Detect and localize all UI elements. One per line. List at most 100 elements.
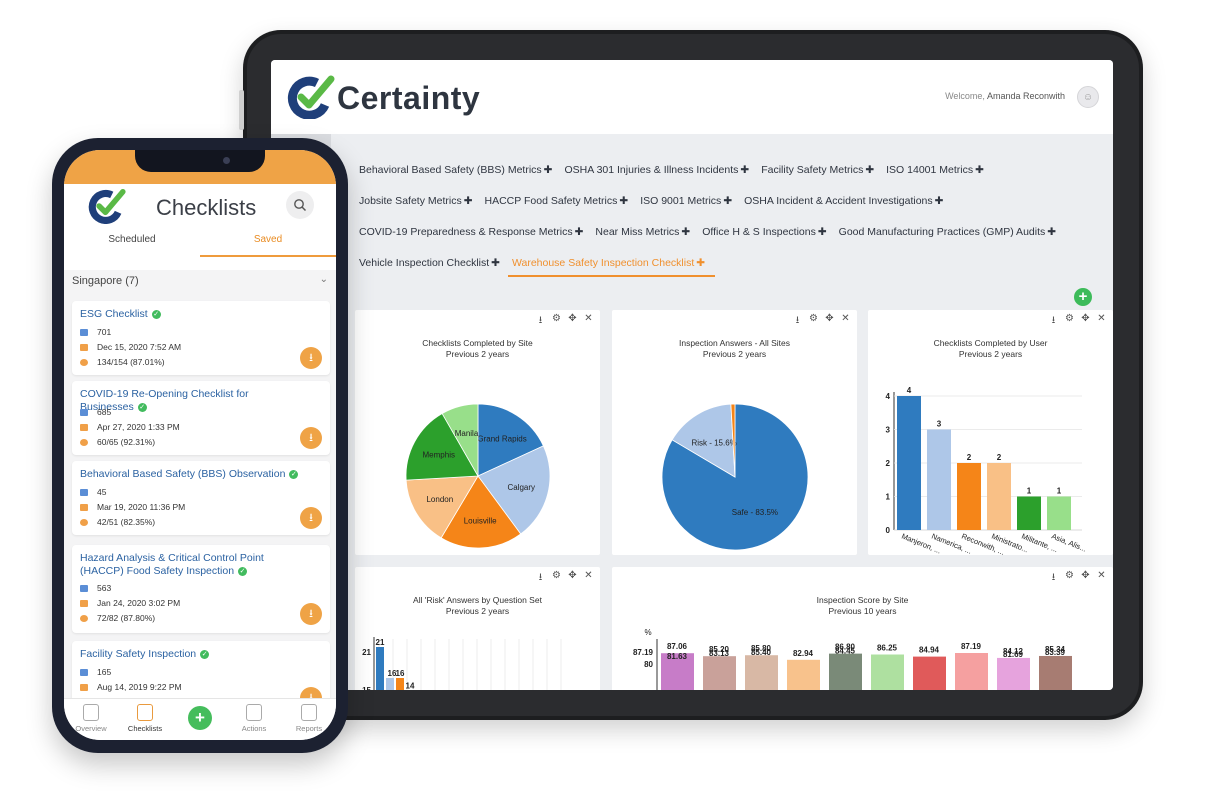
download-icon[interactable]: ⭳: [1051, 315, 1056, 326]
dashboard-tab[interactable]: OSHA Incident & Accident Investigations ✚: [744, 195, 943, 207]
y-tick-label: 3: [886, 426, 891, 435]
phone-device: Checklists Scheduled Saved Singapore (7)…: [52, 138, 348, 753]
bar: [376, 647, 384, 690]
card-score: 72/82 (87.80%): [97, 613, 156, 623]
close-icon[interactable]: ✕: [841, 313, 850, 324]
close-icon[interactable]: ✕: [1097, 313, 1106, 324]
gear-icon[interactable]: ⚙: [809, 313, 818, 324]
move-icon: ✚: [723, 194, 733, 207]
card-date: Apr 27, 2020 1:33 PM: [97, 422, 180, 432]
dashboard-tab[interactable]: Facility Safety Metrics ✚: [761, 164, 874, 176]
widget-toolbar: ⭳ ⚙ ✥ ✕: [792, 313, 851, 330]
brand-name: Certainty: [337, 80, 481, 116]
move-icon[interactable]: ✥: [1081, 570, 1090, 581]
group-header[interactable]: Singapore (7) ⌄: [64, 272, 336, 292]
card-date: Mar 19, 2020 11:36 PM: [97, 502, 186, 512]
gear-icon[interactable]: ⚙: [1065, 313, 1074, 324]
checklist-card[interactable]: COVID-19 Re-Opening Checklist for Busine…: [72, 381, 330, 455]
card-title-text: ESG Checklist: [80, 308, 148, 320]
check-icon: ✓: [289, 470, 299, 479]
widget-subtitle: Previous 2 years: [702, 349, 767, 359]
card-title[interactable]: Hazard Analysis & Critical Control Point…: [80, 552, 300, 577]
move-icon[interactable]: ✥: [568, 570, 577, 581]
dashboard-tab[interactable]: ISO 14001 Metrics ✚: [886, 164, 984, 176]
widget-title: Inspection Answers - All Sites: [678, 338, 791, 348]
welcome-prefix: Welcome,: [945, 91, 985, 101]
checklist-card[interactable]: Behavioral Based Safety (BBS) Observatio…: [72, 461, 330, 535]
checklist-card[interactable]: ESG Checklist ✓ 701 Dec 15, 2020 7:52 AM 134…: [72, 301, 330, 375]
tab-label: Vehicle Inspection Checklist: [359, 256, 490, 269]
score-icon: [80, 358, 88, 366]
dashboard-tab[interactable]: Near Miss Metrics ✚: [595, 226, 690, 238]
card-id: 685: [97, 407, 112, 417]
tab-scheduled[interactable]: Scheduled: [108, 234, 156, 245]
data-label: 85.80: [751, 644, 772, 653]
dashboard-tab[interactable]: Vehicle Inspection Checklist ✚: [359, 257, 500, 269]
dashboard-tab[interactable]: Warehouse Safety Inspection Checklist ✚: [507, 257, 716, 277]
add-widget-button[interactable]: +: [1074, 288, 1092, 306]
close-icon[interactable]: ✕: [584, 313, 593, 324]
tab-label: Jobsite Safety Metrics: [359, 194, 462, 207]
tab-saved[interactable]: Saved: [200, 234, 336, 257]
tab-label: Good Manufacturing Practices (GMP) Audit…: [838, 225, 1046, 238]
gear-icon[interactable]: ⚙: [552, 313, 561, 324]
tab-row: COVID-19 Preparedness & Response Metrics…: [359, 216, 1099, 247]
nav-checklists[interactable]: Checklists: [118, 704, 172, 733]
dashboard-tab[interactable]: Behavioral Based Safety (BBS) Metrics ✚: [359, 164, 552, 176]
nav-reports[interactable]: Reports: [282, 704, 336, 733]
card-score-row: 72/82 (87.80%): [80, 613, 155, 623]
nav-actions[interactable]: Actions: [227, 704, 281, 733]
close-icon[interactable]: ✕: [1097, 570, 1106, 581]
dashboard-tab[interactable]: ISO 9001 Metrics ✚: [640, 195, 732, 207]
card-title[interactable]: ESG Checklist ✓: [80, 308, 300, 321]
calendar-icon: [80, 599, 88, 607]
checklist-card[interactable]: Hazard Analysis & Critical Control Point…: [72, 545, 330, 633]
add-button[interactable]: +: [188, 706, 212, 730]
data-label: 85.20: [709, 645, 730, 654]
download-button[interactable]: ⭳: [300, 347, 322, 369]
dashboard-tab[interactable]: Good Manufacturing Practices (GMP) Audit…: [839, 226, 1056, 238]
user-avatar-icon[interactable]: ☺: [1077, 86, 1099, 108]
download-icon[interactable]: ⭳: [538, 572, 543, 583]
download-button[interactable]: ⭳: [300, 507, 322, 529]
widget-checklists-by-site: ⭳ ⚙ ✥ ✕ Checklists Completed by Site Previo…: [355, 310, 600, 555]
card-id: 701: [97, 327, 112, 337]
card-date-row: Jan 24, 2020 3:02 PM: [80, 598, 180, 608]
download-button[interactable]: ⭳: [300, 427, 322, 449]
gear-icon[interactable]: ⚙: [552, 570, 561, 581]
dashboard-tab[interactable]: HACCP Food Safety Metrics ✚: [485, 195, 629, 207]
move-icon[interactable]: ✥: [568, 313, 577, 324]
card-title[interactable]: COVID-19 Re-Opening Checklist for Busine…: [80, 388, 300, 413]
search-icon[interactable]: [286, 191, 314, 219]
close-icon[interactable]: ✕: [584, 570, 593, 581]
move-icon[interactable]: ✥: [1081, 313, 1090, 324]
y-axis-label: %: [644, 628, 651, 637]
card-title[interactable]: Behavioral Based Safety (BBS) Observatio…: [80, 468, 300, 481]
move-icon[interactable]: ✥: [825, 313, 834, 324]
widget-risk-answers: ⭳ ⚙ ✥ ✕ All 'Risk' Answers by Question Set …: [355, 567, 600, 690]
check-icon: ✓: [151, 310, 161, 319]
dashboard-tab[interactable]: OSHA 301 Injuries & Illness Incidents ✚: [564, 164, 749, 176]
dashboard-tab[interactable]: Jobsite Safety Metrics ✚: [359, 195, 473, 207]
pie-slice: [730, 403, 736, 478]
id-icon: [80, 488, 88, 496]
y-tick-label: 2: [886, 459, 891, 468]
card-score: 42/51 (82.35%): [97, 517, 156, 527]
download-icon[interactable]: ⭳: [1051, 572, 1056, 583]
pie-slice: [671, 403, 736, 478]
slice-label: Grand Rapids: [477, 434, 526, 443]
pie-slice: [477, 403, 544, 477]
nav-overview[interactable]: Overview: [64, 704, 118, 733]
download-icon[interactable]: ⭳: [795, 315, 800, 326]
card-title[interactable]: Facility Safety Inspection ✓: [80, 648, 300, 661]
download-icon[interactable]: ⭳: [538, 315, 543, 326]
tab-label: OSHA 301 Injuries & Illness Incidents: [564, 163, 739, 176]
id-icon: [80, 668, 88, 676]
dashboard-tab[interactable]: COVID-19 Preparedness & Response Metrics…: [359, 226, 583, 238]
card-date-row: Apr 27, 2020 1:33 PM: [80, 422, 180, 432]
dashboard-tab[interactable]: Office H & S Inspections ✚: [702, 226, 826, 238]
phone-screen: Checklists Scheduled Saved Singapore (7)…: [64, 150, 336, 740]
gear-icon[interactable]: ⚙: [1065, 570, 1074, 581]
download-button[interactable]: ⭳: [300, 603, 322, 625]
